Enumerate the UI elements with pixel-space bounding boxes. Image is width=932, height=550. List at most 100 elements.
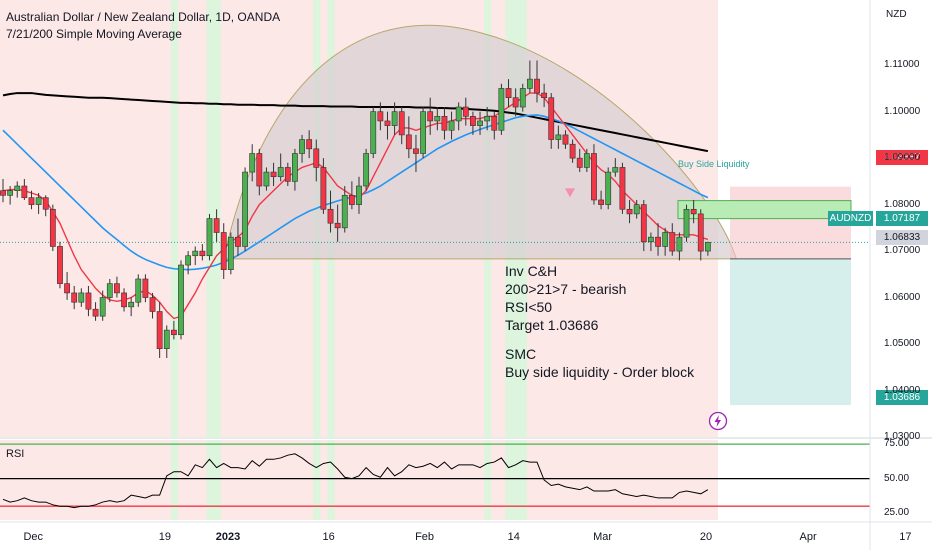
candle-body [420,111,426,154]
candle [704,241,711,256]
candle [548,93,555,149]
candle [35,192,42,214]
candle-body [170,329,177,336]
candle [697,209,704,261]
candle [142,274,149,303]
candle [341,186,348,233]
candle [484,107,491,131]
sma7-line [2,92,709,320]
candle-body [242,171,248,247]
candle [128,297,135,317]
indicator-title[interactable]: 7/21/200 Simple Moving Average [6,27,182,41]
candle-body [434,116,441,122]
rsi-bullish-stripe [206,440,221,520]
candle-body [384,120,391,126]
candle-body [263,171,270,187]
candle-body [178,264,184,336]
candle-body [227,236,234,270]
candle [277,153,284,182]
time-tick-label: Apr [799,531,817,543]
time-tick-label: 17 [899,531,912,543]
candle [163,325,170,358]
candle-body [619,167,626,210]
currency-label: NZD [886,9,907,20]
candle [0,179,6,203]
candle [477,111,483,135]
candle-body [206,218,213,257]
candle-body [306,139,313,150]
candle-body [690,208,697,215]
candle [363,148,370,191]
flash-icon[interactable] [708,411,728,431]
candle-body [78,292,85,303]
time-tick-label: 2023 [215,531,241,543]
candle [220,223,227,279]
candle-body [106,283,113,298]
price-tick-label: 1.03000 [884,431,921,442]
candle [427,97,434,135]
rsi-tick-label: 50.00 [884,472,910,484]
candle-body [591,153,597,201]
candle [491,111,498,140]
rsi-bullish-stripe [327,440,335,520]
bullish-stripe [206,0,221,437]
candle-body [142,278,149,298]
note-line: 200>21>7 - bearish [505,281,627,297]
candle [413,134,419,173]
candle-body [0,190,6,196]
candle [49,204,56,252]
candle [249,144,256,182]
candle [299,134,305,163]
candle-body [555,134,562,140]
candle-body [292,153,298,182]
candle-body [149,297,156,312]
candle-body [626,208,633,215]
candle-body [427,111,434,122]
note-line: Inv C&H [505,263,558,279]
candle-body [284,167,291,182]
candle-body [583,153,590,168]
candle [114,276,120,298]
candles [0,60,711,358]
candle-body [676,236,683,252]
candle-body [327,208,334,224]
candle [99,290,106,321]
candle [619,162,626,214]
candle [42,195,49,217]
candle-body [277,167,284,178]
rsi-pane [0,437,932,509]
rsi-bearish-background [0,440,718,520]
price-tick-label: 1.08000 [884,198,921,210]
liquidity-block [677,200,852,220]
rsi-line [2,453,709,509]
candle-body [92,308,99,317]
candle-body [348,195,355,205]
candle [7,186,14,205]
candle [455,102,462,131]
price-tick-label: 1.11000 [884,59,920,71]
rsi-tick-label: 75.00 [884,438,910,450]
rsi-bullish-stripe [505,440,527,520]
candle-body [455,106,462,122]
candle [227,232,234,275]
candle-body [192,250,199,257]
candle-body [548,97,555,140]
candle [448,111,455,140]
candle-body [576,157,583,168]
candle-body [114,283,120,294]
candle [534,60,540,103]
note-line: Target 1.03686 [505,317,599,333]
rsi-bullish-stripe [170,440,178,520]
candle-body [235,236,241,247]
candle-body [405,134,412,150]
candle-body [128,301,135,308]
candle [85,285,92,317]
candle [562,130,569,149]
candle [106,278,113,303]
candle [57,241,63,289]
candle [384,111,391,140]
chart-title[interactable]: Australian Dollar / New Zealand Dollar, … [6,10,281,24]
candle [135,274,142,307]
candle [64,272,70,300]
